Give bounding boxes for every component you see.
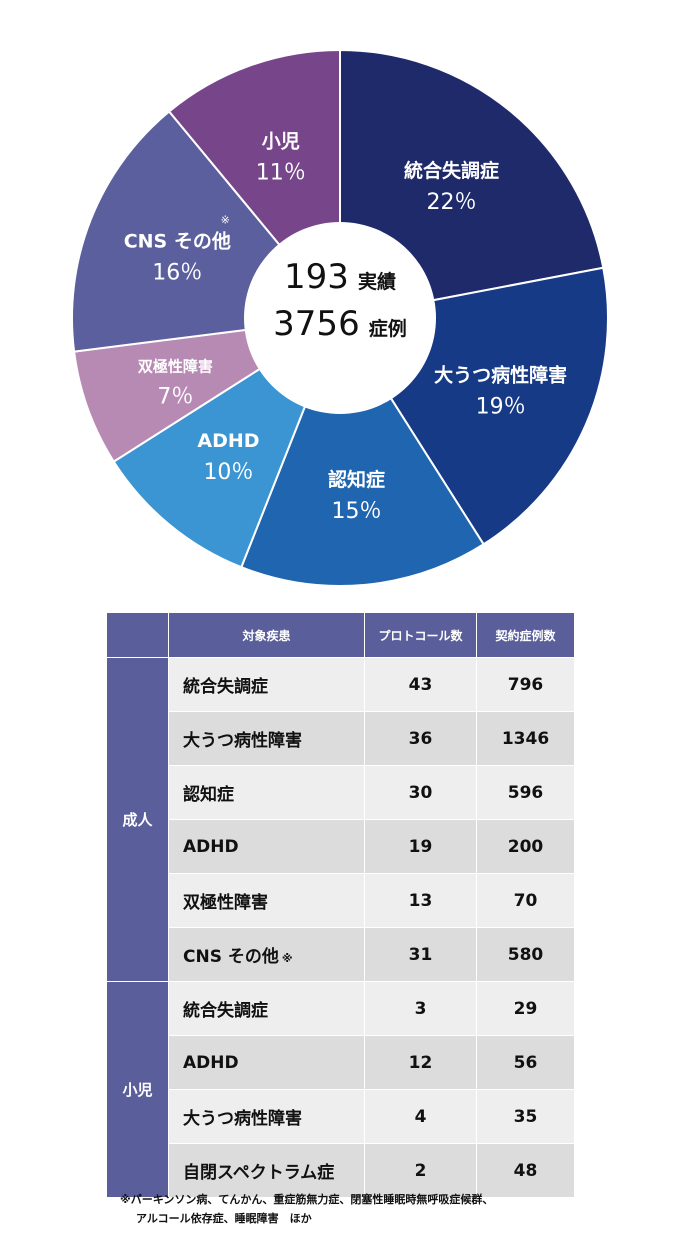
slice-percent: 10％	[203, 460, 253, 485]
pie-center-circle	[244, 222, 436, 414]
protocols-cell: 3	[364, 981, 477, 1036]
slice-label: CNS その他	[124, 230, 231, 253]
disease-cell: 自閉スペクトラム症	[168, 1143, 365, 1198]
header-empty	[106, 612, 169, 658]
slice-label: ADHD	[197, 430, 259, 452]
table-row: 自閉スペクトラム症 2 48	[107, 1143, 575, 1198]
cases-cell: 56	[476, 1035, 575, 1090]
slice-label: 大うつ病性障害	[434, 364, 567, 387]
table-row: 大うつ病性障害 4 35	[107, 1089, 575, 1144]
disease-cell: 大うつ病性障害	[168, 711, 365, 766]
group-adult: 成人	[106, 657, 169, 982]
header-disease: 対象疾患	[168, 612, 365, 658]
table-row: 成人 統合失調症 43 796	[106, 657, 575, 982]
slice-percent: 16％	[152, 261, 202, 286]
cases-cell: 200	[476, 819, 575, 874]
disease-cell: ADHD	[168, 1035, 365, 1090]
center-count-unit: 実績	[358, 270, 396, 293]
protocols-cell: 43	[364, 657, 477, 712]
center-line-1: 193 実績	[284, 257, 396, 297]
table-row: ADHD 12 56	[107, 1035, 575, 1090]
slice-percent: 11％	[256, 160, 306, 185]
footnote-line-2: アルコール依存症、睡眠障害 ほか	[136, 1212, 312, 1225]
slice-label: 認知症	[328, 468, 385, 491]
protocols-cell: 2	[364, 1143, 477, 1198]
disease-cell: 統合失調症	[168, 981, 365, 1036]
cases-cell: 35	[476, 1089, 575, 1144]
disease-cell: 認知症	[168, 765, 365, 820]
cases-cell: 596	[476, 765, 575, 820]
table-row: CNS その他 ※ 31 580	[107, 927, 575, 982]
note-mark: ※	[281, 952, 293, 965]
pie-chart: 統合失調症 22％ 大うつ病性障害 19％ 認知症 15％ ADHD 10％ 双極性障害 7％ CN…	[71, 48, 609, 587]
disease-cell: CNS その他 ※	[168, 927, 365, 982]
center-cases: 3756	[273, 304, 360, 344]
protocols-cell: 4	[364, 1089, 477, 1144]
center-count: 193	[284, 257, 349, 297]
slice-percent: 7％	[157, 384, 193, 409]
disease-cell: 統合失調症	[168, 657, 365, 712]
slice-percent: 22％	[427, 190, 477, 215]
cases-cell: 1346	[476, 711, 575, 766]
pie-slice	[240, 315, 485, 587]
table-header-row: 対象疾患 プロトコール数 契約症例数	[106, 612, 575, 658]
cases-cell: 70	[476, 873, 575, 928]
slice-percent: 19％	[476, 395, 526, 420]
protocols-cell: 36	[364, 711, 477, 766]
center-cases-unit: 症例	[369, 317, 407, 340]
protocols-cell: 31	[364, 927, 477, 982]
header-cases: 契約症例数	[476, 612, 575, 658]
slice-label: 双極性障害	[138, 357, 213, 375]
slice-note-mark: ※	[221, 214, 230, 227]
disease-cell: ADHD	[168, 819, 365, 874]
table-row: 小児 統合失調症 3 29	[106, 981, 575, 1198]
protocols-cell: 19	[364, 819, 477, 874]
disease-cell: 大うつ病性障害	[168, 1089, 365, 1144]
table-row: 大うつ病性障害 36 1346	[107, 711, 575, 766]
cases-cell: 48	[476, 1143, 575, 1198]
protocols-cell: 13	[364, 873, 477, 928]
footnote: ※パーキンソン病、てんかん、重症筋無力症、閉塞性睡眠時無呼吸症候群、 アルコール…	[120, 1190, 660, 1228]
table-row: 認知症 30 596	[107, 765, 575, 820]
table-row: ADHD 19 200	[107, 819, 575, 874]
slice-label: 統合失調症	[404, 159, 499, 182]
cases-cell: 580	[476, 927, 575, 982]
disease-text: CNS その他	[183, 947, 279, 967]
protocols-cell: 30	[364, 765, 477, 820]
cases-cell: 796	[476, 657, 575, 712]
header-protocols: プロトコール数	[364, 612, 477, 658]
study-table: 対象疾患 プロトコール数 契約症例数 成人 統合失調症 43 796 大うつ病性…	[106, 612, 575, 1198]
center-line-2: 3756 症例	[273, 304, 407, 344]
cases-cell: 29	[476, 981, 575, 1036]
protocols-cell: 12	[364, 1035, 477, 1090]
slice-label: 小児	[262, 130, 300, 152]
table-row: 双極性障害 13 70	[107, 873, 575, 928]
group-child: 小児	[106, 981, 169, 1198]
footnote-line-1: ※パーキンソン病、てんかん、重症筋無力症、閉塞性睡眠時無呼吸症候群、	[120, 1193, 494, 1206]
slice-percent: 15％	[331, 499, 381, 524]
disease-cell: 双極性障害	[168, 873, 365, 928]
